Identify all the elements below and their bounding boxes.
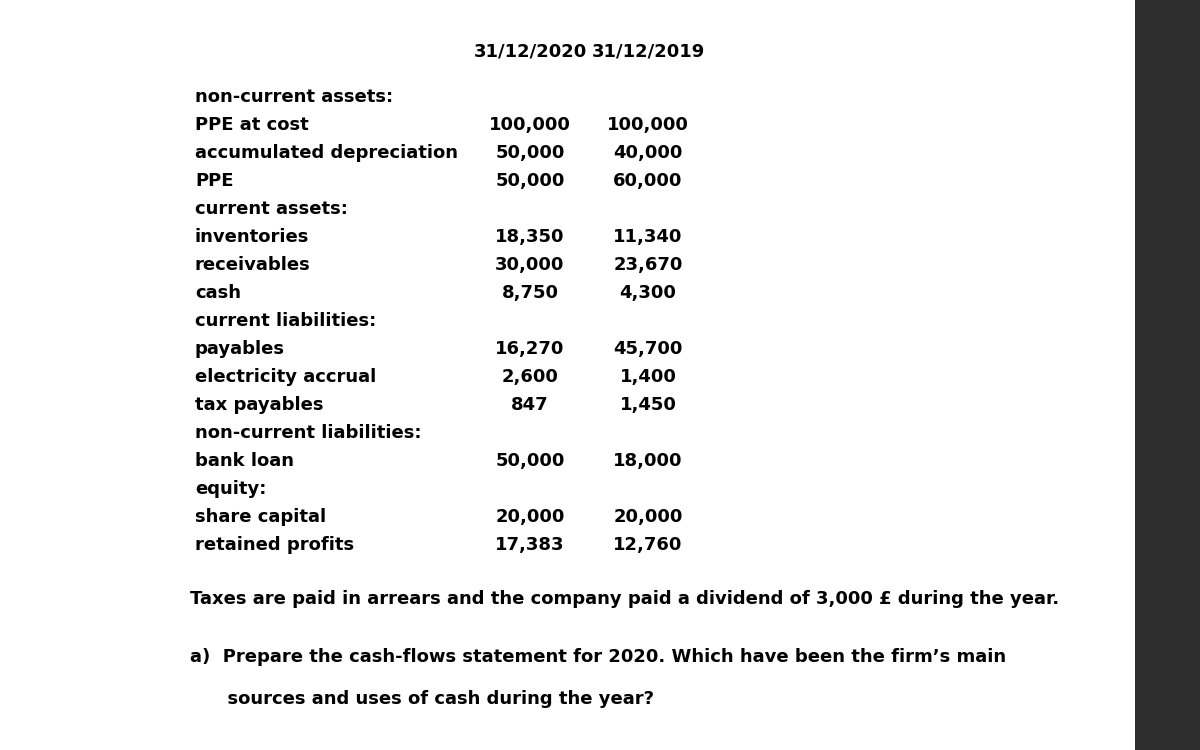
Text: 11,340: 11,340 xyxy=(613,228,683,246)
Text: 50,000: 50,000 xyxy=(496,172,565,190)
Text: current liabilities:: current liabilities: xyxy=(194,312,377,330)
Text: 50,000: 50,000 xyxy=(496,144,565,162)
Text: 30,000: 30,000 xyxy=(496,256,565,274)
Bar xyxy=(1135,0,1200,750)
Text: bank loan: bank loan xyxy=(194,452,294,470)
Text: 12,760: 12,760 xyxy=(613,536,683,554)
Text: non-current liabilities:: non-current liabilities: xyxy=(194,424,421,442)
Text: 100,000: 100,000 xyxy=(490,116,571,134)
Text: accumulated depreciation: accumulated depreciation xyxy=(194,144,458,162)
Text: 45,700: 45,700 xyxy=(613,340,683,358)
Text: 847: 847 xyxy=(511,396,548,414)
Text: PPE at cost: PPE at cost xyxy=(194,116,308,134)
Text: 17,383: 17,383 xyxy=(496,536,565,554)
Text: PPE: PPE xyxy=(194,172,234,190)
Text: electricity accrual: electricity accrual xyxy=(194,368,377,386)
Text: 2,600: 2,600 xyxy=(502,368,558,386)
Text: payables: payables xyxy=(194,340,286,358)
Text: share capital: share capital xyxy=(194,508,326,526)
Text: retained profits: retained profits xyxy=(194,536,354,554)
Text: 23,670: 23,670 xyxy=(613,256,683,274)
Text: 18,350: 18,350 xyxy=(496,228,565,246)
Text: 16,270: 16,270 xyxy=(496,340,565,358)
Text: sources and uses of cash during the year?: sources and uses of cash during the year… xyxy=(190,690,654,708)
Text: receivables: receivables xyxy=(194,256,311,274)
Text: 18,000: 18,000 xyxy=(613,452,683,470)
Text: 60,000: 60,000 xyxy=(613,172,683,190)
Text: a)  Prepare the cash-flows statement for 2020. Which have been the firm’s main: a) Prepare the cash-flows statement for … xyxy=(190,648,1006,666)
Text: 4,300: 4,300 xyxy=(619,284,677,302)
Text: cash: cash xyxy=(194,284,241,302)
Text: 100,000: 100,000 xyxy=(607,116,689,134)
Text: 1,400: 1,400 xyxy=(619,368,677,386)
Text: tax payables: tax payables xyxy=(194,396,324,414)
Text: 31/12/2020: 31/12/2020 xyxy=(473,42,587,60)
Text: equity:: equity: xyxy=(194,480,266,498)
Text: 20,000: 20,000 xyxy=(613,508,683,526)
Text: 31/12/2019: 31/12/2019 xyxy=(592,42,704,60)
Text: 1,450: 1,450 xyxy=(619,396,677,414)
Text: Taxes are paid in arrears and the company paid a dividend of 3,000 £ during the : Taxes are paid in arrears and the compan… xyxy=(190,590,1060,608)
Text: 8,750: 8,750 xyxy=(502,284,558,302)
Text: 50,000: 50,000 xyxy=(496,452,565,470)
Text: current assets:: current assets: xyxy=(194,200,348,218)
Text: 20,000: 20,000 xyxy=(496,508,565,526)
Text: inventories: inventories xyxy=(194,228,310,246)
Text: 40,000: 40,000 xyxy=(613,144,683,162)
Text: non-current assets:: non-current assets: xyxy=(194,88,394,106)
